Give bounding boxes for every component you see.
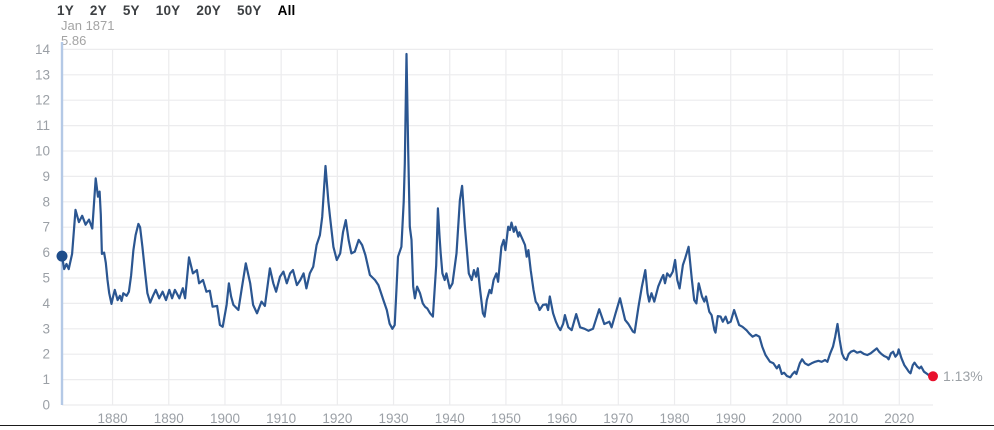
x-tick-label: 1980 bbox=[659, 411, 689, 426]
x-tick-label: 1940 bbox=[435, 411, 465, 426]
last-value-label: 1.13% bbox=[943, 368, 983, 384]
x-tick-label: 1890 bbox=[154, 411, 184, 426]
x-tick-label: 1970 bbox=[603, 411, 633, 426]
series-line bbox=[60, 52, 935, 379]
x-tick-label: 2000 bbox=[772, 411, 802, 426]
x-tick-label: 1950 bbox=[491, 411, 521, 426]
y-tick-label: 11 bbox=[36, 118, 50, 133]
x-tick-label: 1930 bbox=[379, 411, 409, 426]
end-point-dot[interactable] bbox=[928, 371, 938, 382]
x-tick-label: 1990 bbox=[716, 411, 746, 426]
x-tick-label: 2020 bbox=[884, 411, 914, 426]
start-point-dot[interactable] bbox=[56, 250, 68, 262]
y-tick-label: 12 bbox=[35, 93, 50, 108]
y-tick-label: 1 bbox=[42, 372, 50, 387]
x-tick-label: 1960 bbox=[547, 411, 577, 426]
y-tick-label: 14 bbox=[35, 42, 51, 57]
range-tab-5y[interactable]: 5Y bbox=[122, 3, 140, 18]
y-tick-label: 13 bbox=[35, 67, 50, 82]
y-tick-label: 3 bbox=[42, 321, 50, 336]
range-tab-all[interactable]: All bbox=[277, 3, 296, 18]
range-tab-1y[interactable]: 1Y bbox=[57, 3, 74, 18]
y-tick-label: 5 bbox=[42, 271, 50, 286]
x-tick-label: 1920 bbox=[322, 411, 352, 426]
y-tick-label: 7 bbox=[42, 220, 50, 235]
x-tick-label: 1900 bbox=[210, 411, 240, 426]
range-tab-20y[interactable]: 20Y bbox=[196, 3, 222, 18]
range-tab-2y[interactable]: 2Y bbox=[89, 3, 107, 18]
y-tick-label: 4 bbox=[42, 296, 50, 311]
bottom-divider bbox=[0, 424, 994, 427]
y-tick-label: 2 bbox=[42, 347, 50, 362]
y-tick-label: 9 bbox=[42, 169, 50, 184]
y-tick-label: 10 bbox=[35, 144, 50, 159]
range-tab-10y[interactable]: 10Y bbox=[155, 3, 181, 18]
range-tab-50y[interactable]: 50Y bbox=[237, 3, 262, 18]
y-tick-label: 0 bbox=[42, 398, 50, 413]
x-tick-label: 2010 bbox=[828, 411, 858, 426]
y-tick-label: 6 bbox=[42, 245, 50, 260]
range-selector: 1Y 2Y 5Y 10Y 20Y 50Y All bbox=[57, 3, 296, 18]
x-tick-label: 1880 bbox=[98, 411, 128, 426]
x-tick-label: 1910 bbox=[266, 411, 296, 426]
y-tick-label: 8 bbox=[42, 194, 50, 209]
